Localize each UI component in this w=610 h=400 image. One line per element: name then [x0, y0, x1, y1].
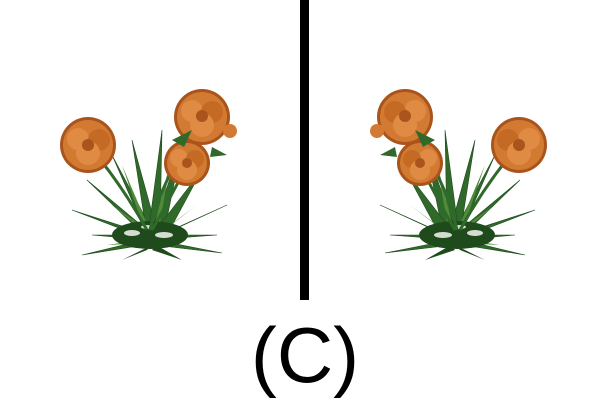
marigold-plant-icon-mirrored	[370, 89, 547, 260]
plant-graphic	[60, 89, 237, 260]
plant-graphic-mirrored	[370, 89, 547, 260]
marigold-flower-2	[60, 117, 116, 173]
marigold-flower-1	[174, 89, 237, 145]
marigold-plant-icon	[60, 89, 237, 260]
option-label: (C)	[250, 311, 360, 399]
marigold-flower-3	[164, 140, 210, 186]
vertical-divider	[300, 0, 309, 300]
